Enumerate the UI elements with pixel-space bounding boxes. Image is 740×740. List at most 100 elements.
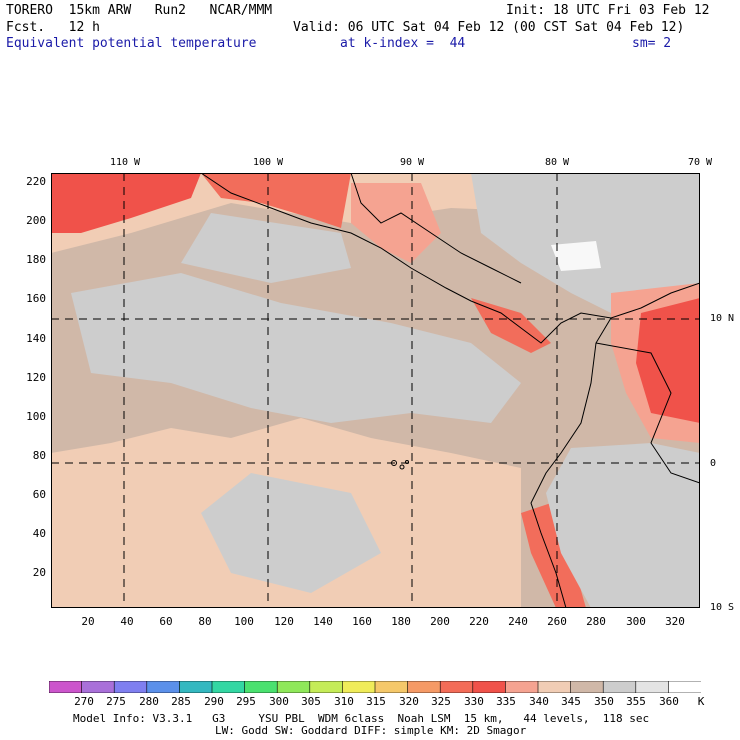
x-tick: 160 xyxy=(352,615,372,628)
colorbar-swatch xyxy=(505,681,539,693)
x-tick: 320 xyxy=(665,615,685,628)
colorbar-swatch xyxy=(146,681,181,693)
colorbar-label: 295 xyxy=(236,695,256,708)
colorbar-label: 290 xyxy=(204,695,224,708)
forecast-hour: Fcst. 12 h xyxy=(6,20,100,35)
colorbar-swatch xyxy=(602,681,637,693)
lon-label-70w: 70 W xyxy=(687,157,713,168)
smoothing-label: sm= 2 xyxy=(632,36,672,51)
colorbar-swatch xyxy=(407,681,441,693)
x-tick: 100 xyxy=(234,615,254,628)
colorbar-label: 360 xyxy=(659,695,679,708)
colorbar-swatch xyxy=(211,681,246,693)
lon-label-110w: 110 W xyxy=(109,157,141,168)
cool-patch-south xyxy=(201,473,381,593)
y-tick: 60 xyxy=(32,488,46,501)
model-title: TORERO 15km ARW Run2 NCAR/MMM xyxy=(6,3,273,18)
colorbar-swatch xyxy=(668,681,701,693)
country-border xyxy=(595,342,700,484)
lat-label-0: 0 xyxy=(710,458,717,469)
colorbar-label: 330 xyxy=(464,695,484,708)
y-tick: 160 xyxy=(26,292,46,305)
colorbar-swatch xyxy=(113,681,148,693)
x-tick: 120 xyxy=(274,615,294,628)
lon-label-90w: 90 W xyxy=(399,157,425,168)
caribbean-coastline xyxy=(350,173,522,284)
colorbar-swatch xyxy=(276,681,311,693)
warm-area-mexico xyxy=(201,173,351,228)
y-tick: 180 xyxy=(26,253,46,266)
x-tick: 280 xyxy=(586,615,606,628)
colorbar-label: 340 xyxy=(529,695,549,708)
warm-area-costa-rica xyxy=(471,298,551,353)
colorbar-label: 275 xyxy=(106,695,126,708)
x-tick: 200 xyxy=(430,615,450,628)
level-label: at k-index = 44 xyxy=(340,36,466,51)
y-tick: 220 xyxy=(26,175,46,188)
model-info-line-2: LW: Godd SW: Goddard DIFF: simple KM: 2D… xyxy=(215,724,527,737)
valid-time: Valid: 06 UTC Sat 04 Feb 12 (00 CST Sat … xyxy=(293,20,685,35)
south-america-inland xyxy=(546,443,700,608)
colorbar-swatch xyxy=(179,681,213,693)
colorbar-label: 335 xyxy=(496,695,516,708)
equivalent-potential-temperature-map xyxy=(51,173,700,608)
colorbar-label: 280 xyxy=(139,695,159,708)
x-tick: 260 xyxy=(547,615,567,628)
colorbar-swatch xyxy=(244,681,278,693)
x-tick: 240 xyxy=(508,615,528,628)
colorbar-label: 350 xyxy=(594,695,614,708)
lat-label-10n: 10 N xyxy=(710,313,735,324)
colorbar-label: 345 xyxy=(561,695,581,708)
colorbar-label: 325 xyxy=(431,695,451,708)
lon-label-80w: 80 W xyxy=(544,157,570,168)
colorbar-swatch xyxy=(570,681,604,693)
colorbar-swatch xyxy=(342,681,376,693)
galapagos-island xyxy=(399,464,405,470)
y-tick: 80 xyxy=(32,449,46,462)
warm-area-colombia xyxy=(636,298,700,423)
colorbar-unit: K xyxy=(697,695,705,708)
colorbar-swatch xyxy=(309,681,343,693)
colorbar-label: 320 xyxy=(399,695,419,708)
y-tick: 120 xyxy=(26,371,46,384)
y-tick: 140 xyxy=(26,332,46,345)
colorbar-label: 355 xyxy=(626,695,646,708)
y-tick: 200 xyxy=(26,214,46,227)
colorbar-label: 315 xyxy=(366,695,386,708)
cool-patch-central xyxy=(71,273,521,423)
x-tick: 300 xyxy=(626,615,646,628)
warm-area-northwest xyxy=(51,173,201,233)
warm-area-peru-coast xyxy=(521,503,586,608)
colorbar-swatch xyxy=(374,681,409,693)
x-tick: 180 xyxy=(391,615,411,628)
colorbar-label: 305 xyxy=(301,695,321,708)
map-frame xyxy=(51,173,700,608)
colorbar xyxy=(49,681,701,693)
model-info-line-1: Model Info: V3.3.1 G3 YSU PBL WDM 6class… xyxy=(73,712,650,725)
lon-label-100w: 100 W xyxy=(252,157,284,168)
south-america-west-coast xyxy=(530,317,612,608)
x-tick: 20 xyxy=(81,615,95,628)
colorbar-swatch xyxy=(81,681,115,693)
colorbar-swatch xyxy=(537,681,572,693)
init-time: Init: 18 UTC Fri 03 Feb 12 xyxy=(506,3,710,18)
x-tick: 140 xyxy=(313,615,333,628)
x-tick: 60 xyxy=(159,615,173,628)
pacific-coastline xyxy=(200,173,700,344)
colorbar-swatch xyxy=(439,681,474,693)
x-tick: 220 xyxy=(469,615,489,628)
colorbar-swatch xyxy=(472,681,506,693)
colorbar-swatch xyxy=(635,681,669,693)
y-tick: 20 xyxy=(32,566,46,579)
colorbar-label: 310 xyxy=(334,695,354,708)
x-tick: 80 xyxy=(198,615,212,628)
y-tick: 100 xyxy=(26,410,46,423)
x-tick: 40 xyxy=(120,615,134,628)
warm-area-central-america xyxy=(351,183,441,263)
white-patch xyxy=(551,241,601,271)
colorbar-swatch xyxy=(49,681,83,693)
lat-label-10s: 10 S xyxy=(710,602,735,613)
y-tick: 40 xyxy=(32,527,46,540)
colorbar-label: 270 xyxy=(74,695,94,708)
